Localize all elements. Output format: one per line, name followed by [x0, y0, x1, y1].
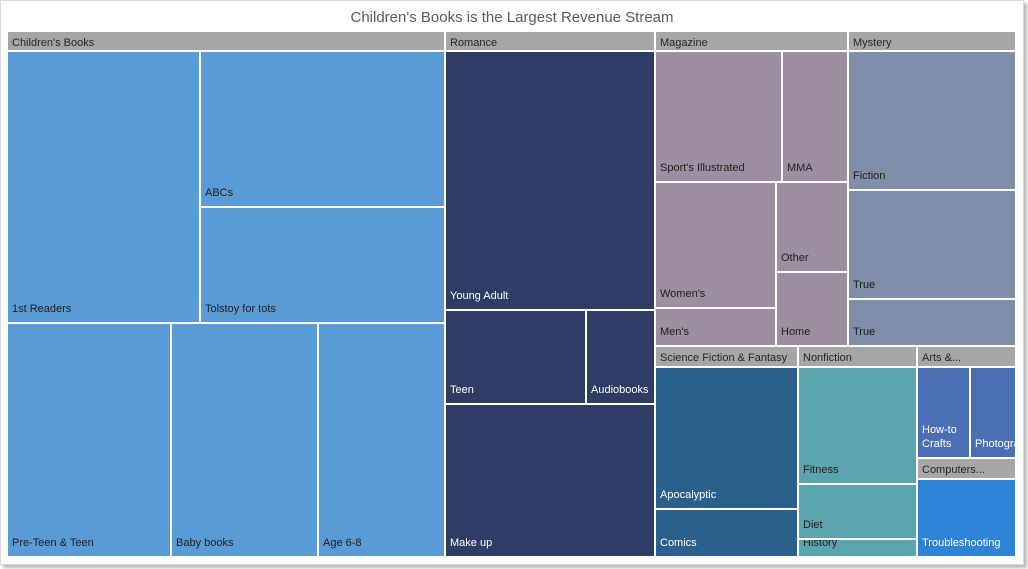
tile-nonfiction-fitness: Fitness	[799, 368, 918, 485]
tile-label: Tolstoy for tots	[205, 303, 276, 315]
tile-label: Make up	[450, 537, 493, 549]
tile-arts-how-to-crafts: How-to Crafts	[918, 368, 971, 459]
tile-label: Other	[781, 252, 809, 264]
tile-children-s-books-abcs: ABCs	[201, 52, 446, 208]
group-header-magazine: Magazine	[656, 32, 849, 52]
group-header-nonfiction: Nonfiction	[799, 347, 918, 368]
tile-magazine-mma: MMA	[783, 52, 849, 183]
group-header-label: Romance	[450, 37, 498, 49]
tile-children-s-books-baby-books: Baby books	[172, 324, 319, 558]
tile-magazine-other: Other	[777, 183, 849, 273]
tile-mystery-true: True	[849, 191, 1017, 300]
tile-label: Audiobooks	[591, 384, 649, 396]
tile-mystery-fiction: Fiction	[849, 52, 1017, 191]
group-header-romance: Romance	[446, 32, 656, 52]
group-header-label: Science Fiction & Fantasy	[660, 352, 788, 364]
tile-label: Comics	[660, 537, 697, 549]
tile-label: How-to Crafts	[922, 424, 957, 450]
group-header-computers: Computers...	[918, 459, 1017, 480]
tile-magazine-women-s: Women's	[656, 183, 777, 309]
tile-label: Home	[781, 326, 811, 338]
tile-label: History	[803, 540, 838, 549]
tile-nonfiction-history: History	[799, 540, 918, 558]
tile-romance-young-adult: Young Adult	[446, 52, 656, 311]
group-header-children-s-books: Children's Books	[8, 32, 446, 52]
tile-magazine-sport-s-illustrated: Sport's Illustrated	[656, 52, 783, 183]
group-header-label: Computers...	[922, 464, 985, 476]
tile-label: Men's	[660, 326, 689, 338]
group-header-mystery: Mystery	[849, 32, 1017, 52]
group-header-label: Magazine	[660, 37, 708, 49]
tile-label: True	[853, 279, 876, 291]
tile-label: Teen	[450, 384, 474, 396]
tile-label: True	[853, 326, 876, 338]
tile-children-s-books-1st-readers: 1st Readers	[8, 52, 201, 324]
chart-title: Children's Books is the Largest Revenue …	[350, 9, 674, 26]
tile-label: Women's	[660, 288, 706, 300]
tile-label: Diet	[803, 519, 823, 531]
tile-magazine-home: Home	[777, 273, 849, 347]
tile-label: MMA	[787, 162, 813, 174]
tile-nonfiction-diet: Diet	[799, 485, 918, 540]
tile-science-fiction-fantasy-comics: Comics	[656, 510, 799, 558]
tile-label: Sport's Illustrated	[660, 162, 745, 174]
tile-science-fiction-fantasy-apocalyptic: Apocalyptic	[656, 368, 799, 510]
tile-label: Baby books	[176, 537, 234, 549]
tile-arts-photography: Photography	[971, 368, 1017, 459]
group-header-label: Arts &...	[922, 352, 962, 364]
group-header-label: Children's Books	[12, 37, 95, 49]
tile-children-s-books-tolstoy-for-tots: Tolstoy for tots	[201, 208, 446, 324]
group-header-label: Nonfiction	[803, 352, 852, 364]
tile-label: ABCs	[205, 187, 234, 199]
tile-romance-teen: Teen	[446, 311, 587, 405]
tile-label: Pre-Teen & Teen	[12, 537, 94, 549]
tile-label: Young Adult	[450, 290, 509, 302]
tile-label: 1st Readers	[12, 303, 72, 315]
group-header-label: Mystery	[853, 37, 892, 49]
tile-computers-troubleshooting: Troubleshooting	[918, 480, 1017, 558]
tile-label: Troubleshooting	[922, 537, 1001, 549]
tile-label: Fitness	[803, 464, 839, 476]
tile-romance-make-up: Make up	[446, 405, 656, 558]
tile-children-s-books-age-6-8: Age 6-8	[319, 324, 446, 558]
tile-label: Photography	[975, 438, 1015, 450]
tile-label: Fiction	[853, 170, 886, 182]
tile-children-s-books-pre-teen-teen: Pre-Teen & Teen	[8, 324, 172, 558]
group-header-arts: Arts &...	[918, 347, 1017, 368]
tile-magazine-men-s: Men's	[656, 309, 777, 347]
tile-label: Age 6-8	[323, 537, 362, 549]
tile-romance-audiobooks: Audiobooks	[587, 311, 656, 405]
tile-label: Apocalyptic	[660, 489, 717, 501]
group-header-science-fiction-fantasy: Science Fiction & Fantasy	[656, 347, 799, 368]
tile-mystery-true: True	[849, 300, 1017, 347]
